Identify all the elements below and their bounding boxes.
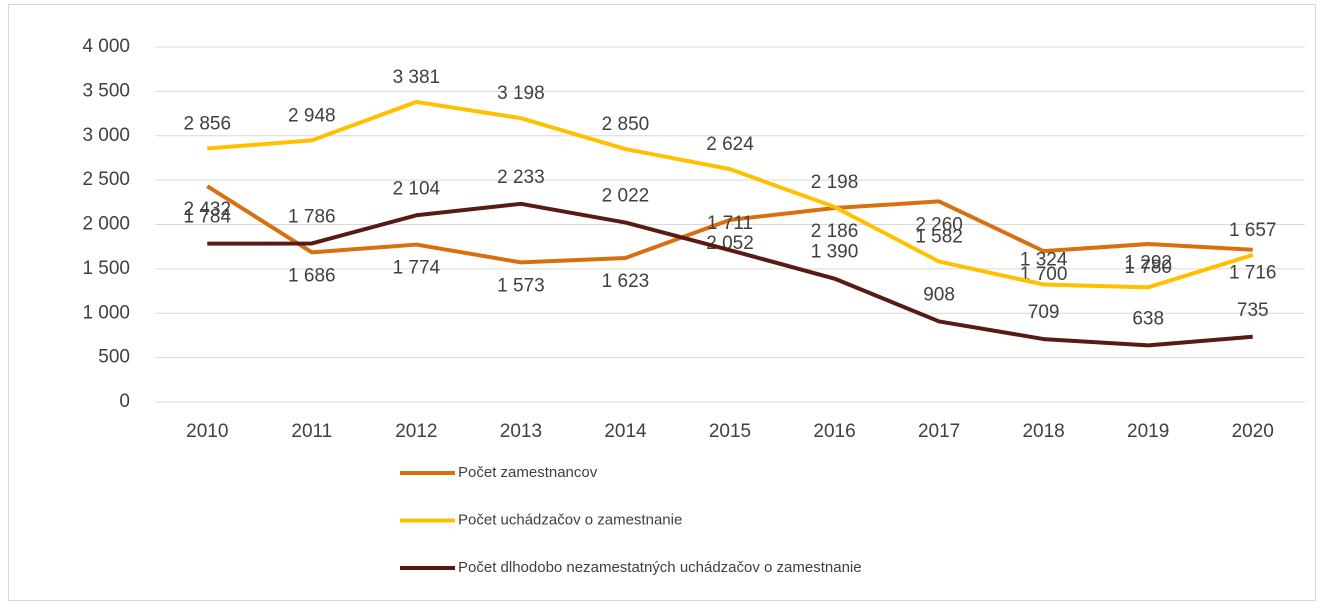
data-label: 1 774	[393, 258, 441, 279]
data-label: 2 850	[602, 114, 650, 135]
data-label: 1 623	[602, 271, 650, 292]
data-label: 1 582	[915, 227, 963, 248]
legend-label: Počet zamestnancov	[458, 464, 598, 481]
data-label: 638	[1132, 308, 1164, 329]
data-label: 2 022	[602, 186, 650, 207]
y-tick-label: 0	[119, 391, 130, 412]
data-label: 2 260	[915, 214, 963, 235]
data-label: 908	[923, 284, 955, 305]
y-tick-label: 500	[98, 347, 130, 368]
data-label: 2 186	[811, 221, 859, 242]
chart-frame	[8, 4, 1316, 601]
data-label: 1 784	[183, 207, 231, 228]
data-label: 2 198	[811, 172, 859, 193]
data-label: 1 292	[1124, 252, 1172, 273]
x-tick-label: 2010	[186, 421, 228, 442]
x-tick-label: 2015	[709, 421, 751, 442]
y-tick-label: 3 500	[82, 80, 130, 101]
data-label: 3 381	[393, 67, 441, 88]
data-label: 2 856	[183, 114, 231, 135]
data-label: 1 657	[1229, 220, 1277, 241]
y-tick-label: 1 500	[82, 258, 130, 279]
series-line	[207, 99, 1254, 290]
data-label: 1 573	[497, 275, 545, 296]
series-line	[207, 201, 1253, 348]
data-label: 3 198	[497, 83, 545, 104]
data-label: 2 948	[288, 105, 336, 126]
x-tick-label: 2013	[500, 421, 542, 442]
y-tick-label: 3 000	[82, 125, 130, 146]
x-tick-label: 2017	[918, 421, 960, 442]
y-tick-label: 4 000	[82, 36, 130, 57]
data-label: 1 324	[1020, 250, 1068, 271]
x-tick-label: 2012	[395, 421, 437, 442]
data-label: 1 780	[1124, 257, 1172, 278]
data-label: 2 432	[183, 199, 231, 220]
x-tick-label: 2019	[1127, 421, 1169, 442]
y-tick-label: 1 000	[82, 302, 130, 323]
x-tick-label: 2011	[291, 421, 332, 442]
data-label: 735	[1237, 300, 1269, 321]
x-tick-label: 2018	[1022, 421, 1064, 442]
legend-label: Počet dlhodobo nezamestatných uchádzačov…	[458, 559, 862, 576]
legend-label: Počet uchádzačov o zamestnanie	[458, 511, 682, 528]
data-label: 1 716	[1229, 263, 1277, 284]
x-tick-label: 2016	[813, 421, 855, 442]
data-label: 1 390	[811, 242, 859, 263]
y-tick-label: 2 000	[82, 214, 130, 235]
x-tick-label: 2014	[604, 421, 647, 442]
data-label: 709	[1028, 302, 1060, 323]
x-tick-label: 2020	[1232, 421, 1274, 442]
data-label: 1 711	[707, 213, 753, 234]
data-label: 2 233	[497, 167, 545, 188]
data-label: 1 786	[288, 207, 336, 228]
data-label: 2 624	[706, 134, 754, 155]
data-label: 2 104	[393, 178, 441, 199]
data-label: 1 686	[288, 265, 336, 286]
series-line	[206, 184, 1253, 265]
y-tick-label: 2 500	[82, 169, 130, 190]
